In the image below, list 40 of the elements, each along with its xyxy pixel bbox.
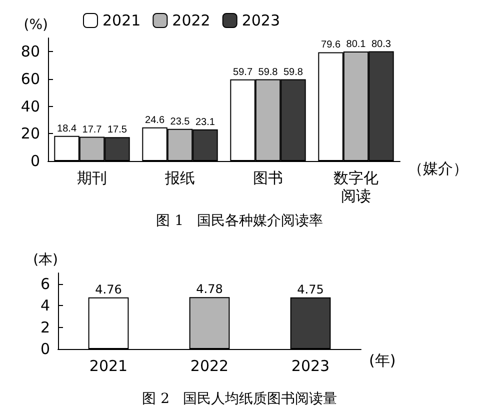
y-tick-label: 40 bbox=[20, 97, 40, 116]
x-axis-title: (年) bbox=[369, 352, 396, 370]
legend-label: 2023 bbox=[242, 12, 280, 30]
data-label: 23.5 bbox=[170, 116, 190, 128]
y-tick-label: 20 bbox=[20, 124, 40, 143]
y-axis-title: (%) bbox=[24, 17, 48, 33]
data-label: 23.1 bbox=[195, 116, 216, 128]
x-tick-label: 数字化阅读 bbox=[334, 169, 378, 205]
data-label: 59.7 bbox=[233, 66, 253, 78]
y-tick-label: 2 bbox=[40, 318, 50, 336]
y-tick-label: 0 bbox=[40, 340, 50, 358]
legend-label: 2021 bbox=[102, 12, 141, 30]
y-tick-label: 4 bbox=[40, 296, 50, 315]
data-label: 4.78 bbox=[196, 282, 223, 296]
data-label: 24.6 bbox=[145, 114, 165, 126]
x-axis-title: （媒介） bbox=[408, 160, 468, 178]
data-label: 80.3 bbox=[371, 38, 392, 50]
text: 图 2 国民人均纸质图书阅读量 bbox=[142, 391, 337, 407]
x-tick-label: 2022 bbox=[190, 357, 229, 375]
y-tick-label: 6 bbox=[40, 274, 50, 293]
x-tick-label: 期刊 bbox=[77, 169, 107, 187]
data-label: 17.7 bbox=[82, 124, 102, 136]
x-tick-label: 报纸 bbox=[164, 169, 195, 187]
x-tick-label: 2023 bbox=[291, 357, 330, 375]
data-label: 59.8 bbox=[283, 66, 304, 78]
data-label: 80.1 bbox=[346, 39, 366, 50]
data-label: 79.6 bbox=[321, 40, 341, 51]
y-tick-label: 0 bbox=[30, 152, 40, 170]
x-tick-label: 图书 bbox=[253, 169, 283, 187]
data-label: 18.4 bbox=[57, 123, 77, 134]
data-label: 17.5 bbox=[107, 124, 128, 136]
data-label: 59.8 bbox=[258, 66, 278, 78]
data-label: 4.76 bbox=[95, 282, 122, 296]
y-tick-label: 60 bbox=[20, 70, 40, 88]
data-label: 4.75 bbox=[297, 282, 324, 296]
y-tick-label: 80 bbox=[20, 42, 40, 61]
text: 图 1 国民各种媒介阅读率 bbox=[156, 213, 323, 229]
x-tick-label: 2021 bbox=[89, 357, 128, 375]
y-axis-title: (本) bbox=[33, 252, 58, 268]
legend-label: 2022 bbox=[172, 12, 210, 30]
